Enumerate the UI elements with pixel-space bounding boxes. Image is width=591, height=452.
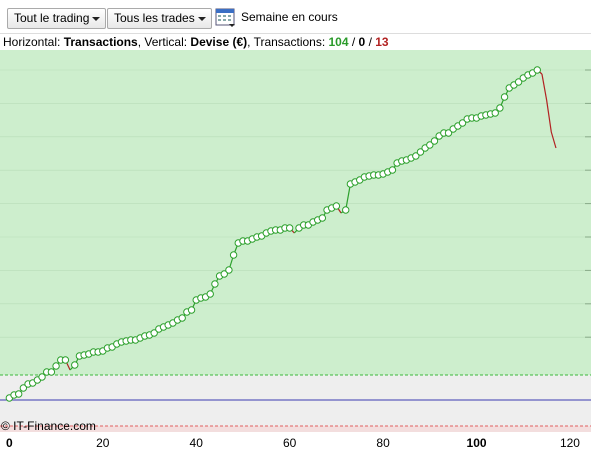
trade-point [211,280,219,288]
loss-zone [0,426,591,432]
x-tick-label: 40 [190,436,204,450]
gain-zone [0,50,591,375]
trade-segment [550,131,557,149]
x-tick-label: 0 [6,436,13,450]
losses: 13 [375,35,389,49]
label: Horizontal: [3,35,64,49]
trade-point [500,93,509,101]
watermark: © IT-Finance.com [1,419,96,433]
trade-point [150,329,158,337]
trade-point [444,129,453,137]
trade-point [225,266,233,274]
trade-point [491,109,499,117]
trade-point [19,384,28,392]
separator: / [365,35,376,49]
trade-point [285,224,294,232]
trade-point [426,141,434,149]
calendar-icon[interactable] [215,7,236,27]
trade-point [496,104,504,112]
label: , Transactions: [247,35,329,49]
trade-point [430,137,439,145]
dropdown[interactable]: Tout le trading [7,8,107,29]
trade-point [412,152,420,160]
trade-point [342,206,350,214]
neutral: 0 [358,35,366,49]
trade-point [71,361,79,369]
trade-point [14,390,23,398]
trade-point [220,270,228,278]
trade-segment [541,73,548,101]
chart: 0 20 40 60 80 100 120 [0,50,591,450]
trade-point [458,119,467,127]
chart-header: Horizontal: Transactions, Vertical: Devi… [3,35,389,49]
period-label[interactable]: Semaine en cours [241,10,338,24]
label: , Vertical: [137,35,191,49]
trade-point [229,251,238,259]
trade-point [533,66,541,74]
trade-point [47,368,56,376]
trade-segment [546,99,552,133]
dropdown[interactable]: Tous les trades [107,8,212,29]
x-tick-label: 20 [96,436,110,450]
divider [0,33,591,34]
trade-point [38,373,46,381]
value: Transactions [63,35,138,49]
trade-point [416,148,425,156]
x-tick-label: 80 [376,436,390,450]
trade-point [206,290,214,298]
trade-point [388,166,397,174]
trade-point [61,356,70,364]
value: Devise (€) [190,35,248,49]
trade-point [52,362,60,370]
trade-point [187,306,196,314]
x-tick-label: 60 [283,436,297,450]
trade-point [332,202,341,210]
wins: 104 [328,35,349,49]
trade-point [178,314,186,322]
trade-point [318,214,327,222]
trade-segment [345,183,351,211]
x-tick-label: 100 [467,436,487,450]
trade-point [514,78,523,86]
separator: / [348,35,359,49]
x-tick-label: 120 [560,436,580,450]
